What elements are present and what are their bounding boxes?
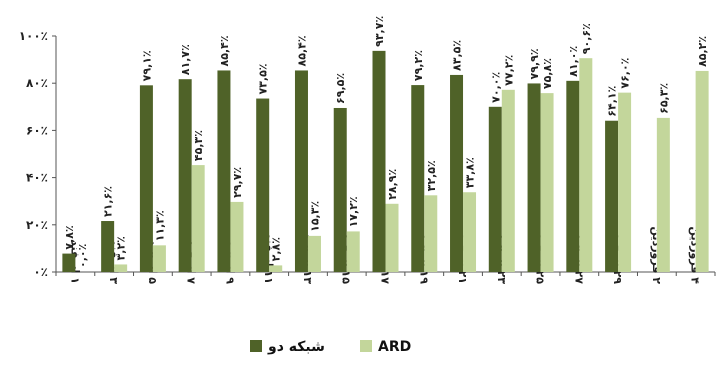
legend-label: ARD <box>378 339 411 355</box>
bar-shabake-do <box>605 120 619 272</box>
data-label: ۱۵,۳٪ <box>308 201 321 232</box>
data-label: ۴۵,۳٪ <box>192 130 205 161</box>
data-label: ۷۹,۹٪ <box>528 48 541 79</box>
data-label: ۷۹,۱٪ <box>140 50 153 81</box>
data-label: ۹۳,۷٪ <box>373 16 386 47</box>
data-label: ۸۵,۲٪ <box>696 36 709 67</box>
bar-shabake-do <box>450 74 464 272</box>
data-label: ۲,۸٪ <box>270 237 283 261</box>
bar-ard <box>346 231 360 272</box>
data-label: ۷۹,۲٪ <box>412 50 425 81</box>
bar-shabake-do <box>372 50 386 273</box>
bar-shabake-do <box>527 83 541 272</box>
data-label: ۸۱,۷٪ <box>179 44 192 75</box>
data-label: ۷۷,۲٪ <box>502 55 515 86</box>
data-label: ۶۴,۱٪ <box>606 86 619 117</box>
bar-shabake-do <box>566 80 580 272</box>
bar-shabake-do <box>333 107 347 272</box>
data-label: ۳,۲٪ <box>115 236 128 260</box>
legend-swatch <box>250 340 262 352</box>
bar-ard <box>269 265 283 272</box>
data-label: ۸۵,۴٪ <box>218 35 231 66</box>
data-label: ۳۳,۸٪ <box>464 157 477 188</box>
bar-ard <box>385 203 399 272</box>
y-tick-label: ۲۰٪ <box>26 218 48 232</box>
bar-ard <box>656 117 670 272</box>
data-label: ۷۵,۸٪ <box>541 58 554 89</box>
bar-ard <box>114 264 128 272</box>
data-label: ۸۱,۰٪ <box>567 46 580 77</box>
data-label: ۲۹,۷٪ <box>231 167 244 198</box>
data-label: ۷,۸٪ <box>63 225 76 249</box>
data-label: ۸۵,۴٪ <box>295 35 308 66</box>
bar-ard <box>618 92 632 272</box>
data-label: ۲۸,۹٪ <box>386 169 399 200</box>
data-label: ۰,۰٪ <box>76 244 89 268</box>
data-label: ۸۳,۵٪ <box>451 40 464 71</box>
bar-shabake-do <box>256 98 270 272</box>
data-label: ۲۱,۶٪ <box>102 186 115 217</box>
bar-ard <box>191 165 205 272</box>
bar-ard <box>307 235 321 272</box>
bar-ard <box>230 201 244 272</box>
legend-swatch <box>360 340 372 352</box>
data-label: ۷۶,۰٪ <box>619 58 632 89</box>
bar-ard <box>463 192 477 272</box>
bar-shabake-do <box>62 253 76 272</box>
bar-ard <box>424 195 438 272</box>
bar-shabake-do <box>488 106 502 272</box>
bar-shabake-do <box>178 79 192 272</box>
legend: شبکه دو ARD <box>250 339 411 355</box>
y-tick-label: ۶۰٪ <box>26 123 48 137</box>
bar-shabake-do <box>294 70 308 273</box>
data-labels: ۷,۸٪۰,۰٪ ۲۱,۶٪ ۳,۲٪ ۷۹,۱٪ ۱۱,۳٪ ۸۱,۷٪ ۴۵,۳٪ ۸۵,… <box>63 16 709 268</box>
y-tick-label: ۴۰٪ <box>26 171 48 185</box>
bar-shabake-do <box>101 221 115 272</box>
y-tick-label: ۰٪ <box>33 265 48 279</box>
bar-shabake-do <box>139 85 153 272</box>
bar-ard <box>695 70 709 272</box>
data-label: ۹۰,۶٪ <box>580 23 593 54</box>
y-tick-label: ۸۰٪ <box>26 76 48 90</box>
data-label: ۱۱,۳٪ <box>153 210 166 241</box>
legend-label: شبکه دو <box>267 339 325 355</box>
bar-ard <box>540 93 554 272</box>
y-tick-label: ۱۰۰٪ <box>19 29 48 43</box>
data-label: ۶۹,۵٪ <box>334 73 347 104</box>
bar-shabake-do <box>217 70 231 273</box>
data-label: ۱۷,۲٪ <box>347 196 360 227</box>
data-label: ۶۵,۳٪ <box>657 83 670 114</box>
data-label: ۷۰,۰٪ <box>489 72 502 103</box>
bar-ard <box>152 245 166 272</box>
bar-ard <box>501 89 515 272</box>
data-label: ۷۳,۵٪ <box>257 63 270 94</box>
bar-shabake-do <box>411 85 425 272</box>
bars <box>62 50 709 273</box>
bar-ard <box>579 58 593 273</box>
data-label: ۳۲,۵٪ <box>425 160 438 191</box>
